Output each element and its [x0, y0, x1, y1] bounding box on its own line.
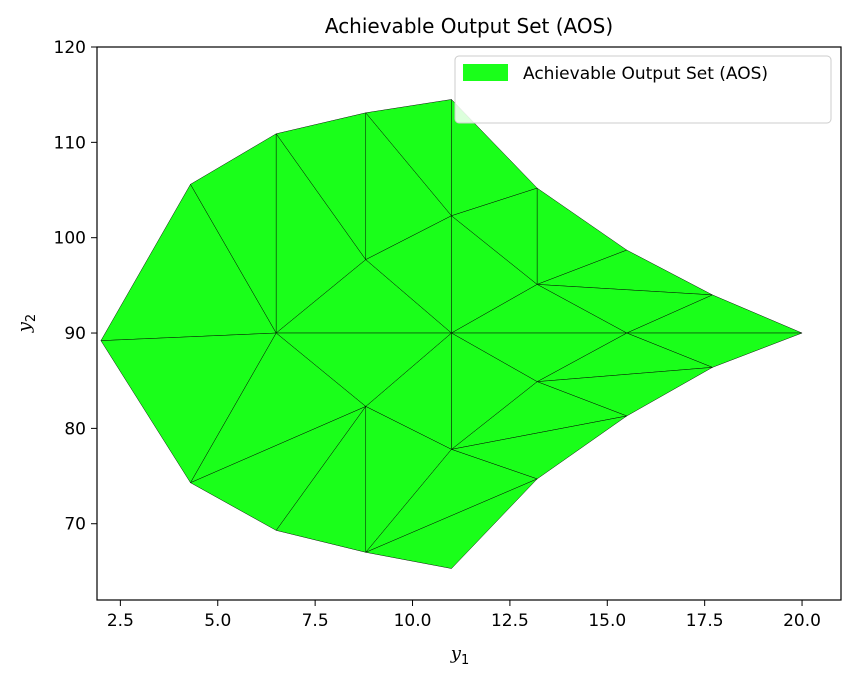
- legend-entry-aos: Achievable Output Set (AOS): [523, 64, 768, 84]
- y-tick-label: 120: [54, 38, 86, 58]
- legend: Achievable Output Set (AOS): [454, 55, 832, 124]
- x-tick-label: 2.5: [107, 611, 134, 631]
- x-axis-label-base: y: [450, 643, 462, 664]
- y-tick-label: 90: [64, 324, 86, 344]
- x-axis: 2.5 5.0 7.5 10.0 12.5 15.0 17.5 20.0: [107, 600, 821, 631]
- plot-area: [96, 46, 842, 601]
- x-axis-label: y1: [450, 643, 469, 668]
- y-axis-label-sub: 2: [24, 314, 39, 322]
- y-axis-label-base: y: [14, 321, 35, 333]
- x-tick-label: 7.5: [302, 611, 329, 631]
- legend-swatch: [463, 64, 508, 81]
- y-tick-label: 80: [64, 419, 86, 439]
- x-tick-label: 15.0: [588, 611, 626, 631]
- chart-title: Achievable Output Set (AOS): [325, 14, 613, 38]
- aos-triangle-31: [365, 478, 538, 569]
- y-axis: 70 80 90 100 110 120: [54, 38, 97, 535]
- axes-frame: [96, 46, 842, 601]
- x-tick-label: 12.5: [491, 611, 529, 631]
- x-tick-label: 10.0: [394, 611, 432, 631]
- y-axis-label: y2: [14, 314, 39, 333]
- x-tick-label: 20.0: [783, 611, 821, 631]
- y-tick-label: 110: [54, 133, 86, 153]
- x-tick-label: 5.0: [204, 611, 231, 631]
- x-axis-label-sub: 1: [461, 653, 469, 668]
- y-tick-label: 100: [54, 229, 86, 249]
- x-tick-label: 17.5: [686, 611, 724, 631]
- y-tick-label: 70: [64, 515, 86, 535]
- legend-box: [454, 55, 832, 124]
- aos-mesh: [100, 99, 803, 569]
